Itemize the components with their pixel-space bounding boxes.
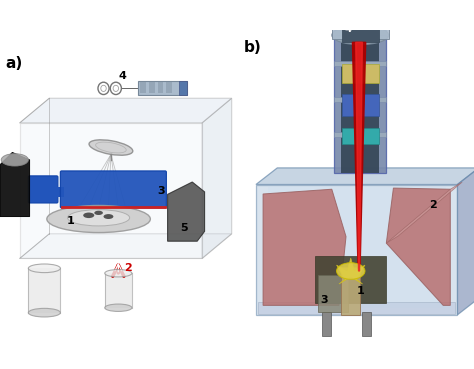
Bar: [362, 313, 372, 336]
Text: 4: 4: [344, 24, 352, 34]
FancyBboxPatch shape: [28, 176, 58, 203]
Bar: [334, 61, 386, 66]
Text: 1: 1: [66, 216, 74, 226]
Text: a): a): [5, 56, 22, 71]
Bar: [341, 268, 360, 315]
Polygon shape: [256, 168, 474, 184]
Ellipse shape: [346, 16, 374, 33]
Text: 3: 3: [158, 186, 165, 196]
Ellipse shape: [337, 263, 365, 279]
Ellipse shape: [105, 269, 132, 277]
Bar: [342, 94, 379, 116]
Polygon shape: [356, 42, 363, 271]
Bar: [258, 302, 455, 314]
Bar: [315, 256, 386, 303]
Text: 2: 2: [429, 200, 437, 210]
Polygon shape: [256, 184, 457, 315]
Bar: [57, 187, 64, 197]
Bar: [334, 97, 386, 101]
FancyBboxPatch shape: [60, 171, 166, 208]
Bar: [342, 63, 379, 83]
Text: 1: 1: [356, 286, 365, 296]
Bar: [138, 81, 187, 94]
Bar: [105, 273, 132, 308]
Polygon shape: [337, 258, 365, 284]
Polygon shape: [386, 188, 450, 306]
Ellipse shape: [28, 264, 60, 273]
Text: 3: 3: [320, 295, 328, 305]
Bar: [318, 275, 348, 313]
Ellipse shape: [47, 206, 150, 232]
Ellipse shape: [67, 210, 130, 226]
Ellipse shape: [332, 26, 389, 45]
Ellipse shape: [28, 308, 60, 317]
Bar: [28, 268, 60, 313]
Bar: [334, 31, 386, 35]
Polygon shape: [0, 152, 29, 217]
Ellipse shape: [94, 211, 103, 215]
Bar: [342, 16, 379, 42]
Bar: [140, 82, 146, 93]
Polygon shape: [268, 187, 446, 308]
Bar: [322, 313, 331, 336]
Polygon shape: [202, 98, 232, 258]
Polygon shape: [386, 182, 462, 243]
Bar: [334, 132, 386, 137]
Text: 4: 4: [118, 70, 126, 80]
Polygon shape: [20, 234, 232, 258]
Ellipse shape: [103, 214, 113, 219]
Bar: [179, 81, 187, 94]
Ellipse shape: [83, 213, 94, 218]
Ellipse shape: [105, 304, 132, 311]
Polygon shape: [168, 182, 205, 241]
Bar: [149, 82, 155, 93]
Bar: [334, 35, 386, 173]
Polygon shape: [352, 42, 366, 271]
Bar: [166, 82, 172, 93]
Bar: [158, 82, 163, 93]
Polygon shape: [20, 98, 232, 123]
Ellipse shape: [1, 154, 28, 166]
Bar: [332, 24, 389, 39]
Bar: [341, 35, 379, 173]
Text: b): b): [244, 40, 262, 55]
Text: 5: 5: [180, 223, 188, 233]
Polygon shape: [20, 123, 202, 258]
Bar: [342, 128, 379, 144]
Polygon shape: [457, 168, 474, 315]
Ellipse shape: [89, 140, 133, 155]
Text: 2: 2: [125, 263, 132, 273]
Polygon shape: [263, 189, 346, 306]
